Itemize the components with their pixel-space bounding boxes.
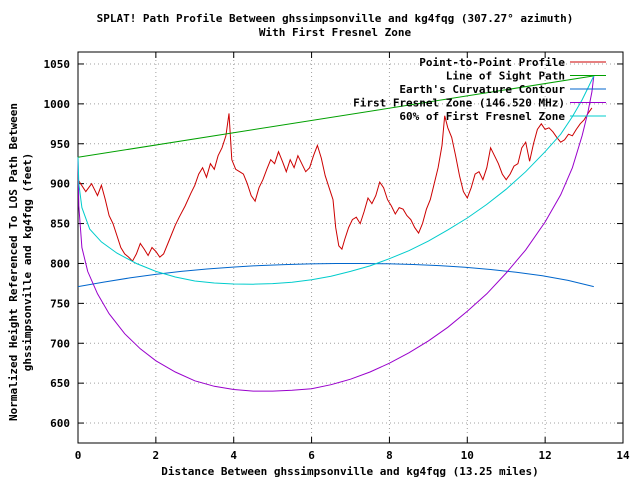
legend-label: Earth's Curvature Contour [399,83,565,96]
legend-label: First Fresnel Zone (146.520 MHz) [353,97,565,110]
y-tick-label: 650 [50,377,70,390]
x-tick-label: 2 [153,449,160,462]
series-line-0 [77,107,593,262]
chart-title: SPLAT! Path Profile Between ghssimpsonvi… [97,12,574,25]
y-tick-label: 750 [50,297,70,310]
series-group [77,75,595,392]
y-tick-label: 600 [50,417,70,430]
x-tick-label: 0 [75,449,82,462]
series-line-4 [77,75,595,285]
y-tick-label: 1000 [44,98,71,111]
legend-label: Line of Sight Path [446,70,565,83]
x-tick-label: 6 [308,449,315,462]
y-tick-label: 850 [50,218,70,231]
x-axis-label: Distance Between ghssimpsonville and kg4… [161,465,539,478]
series-line-3 [77,75,595,392]
y-tick-label: 700 [50,337,70,350]
y-tick-label: 1050 [44,58,71,71]
y-axis-ticks: 600 650 700 750 800 850 900 950 1000 1050 [44,58,623,430]
series-line-1 [77,75,594,158]
y-tick-label: 900 [50,178,70,191]
x-tick-label: 8 [386,449,393,462]
chart-subtitle: With First Fresnel Zone [259,26,412,39]
legend-label: Point-to-Point Profile [419,56,565,69]
x-tick-label: 14 [616,449,630,462]
y-axis-label-line2: ghssimpsonville and kg4fqg (feet) [21,153,34,372]
x-tick-label: 12 [539,449,552,462]
y-tick-label: 800 [50,257,70,270]
y-axis-label-line1: Normalized Height Referenced To LOS Path… [7,103,20,421]
x-tick-label: 4 [230,449,237,462]
x-tick-label: 10 [461,449,474,462]
legend-label: 60% of First Fresnel Zone [399,110,565,123]
y-tick-label: 950 [50,138,70,151]
plot-frame [77,51,624,444]
x-axis-ticks: 0 2 4 6 8 10 12 14 [75,52,630,462]
